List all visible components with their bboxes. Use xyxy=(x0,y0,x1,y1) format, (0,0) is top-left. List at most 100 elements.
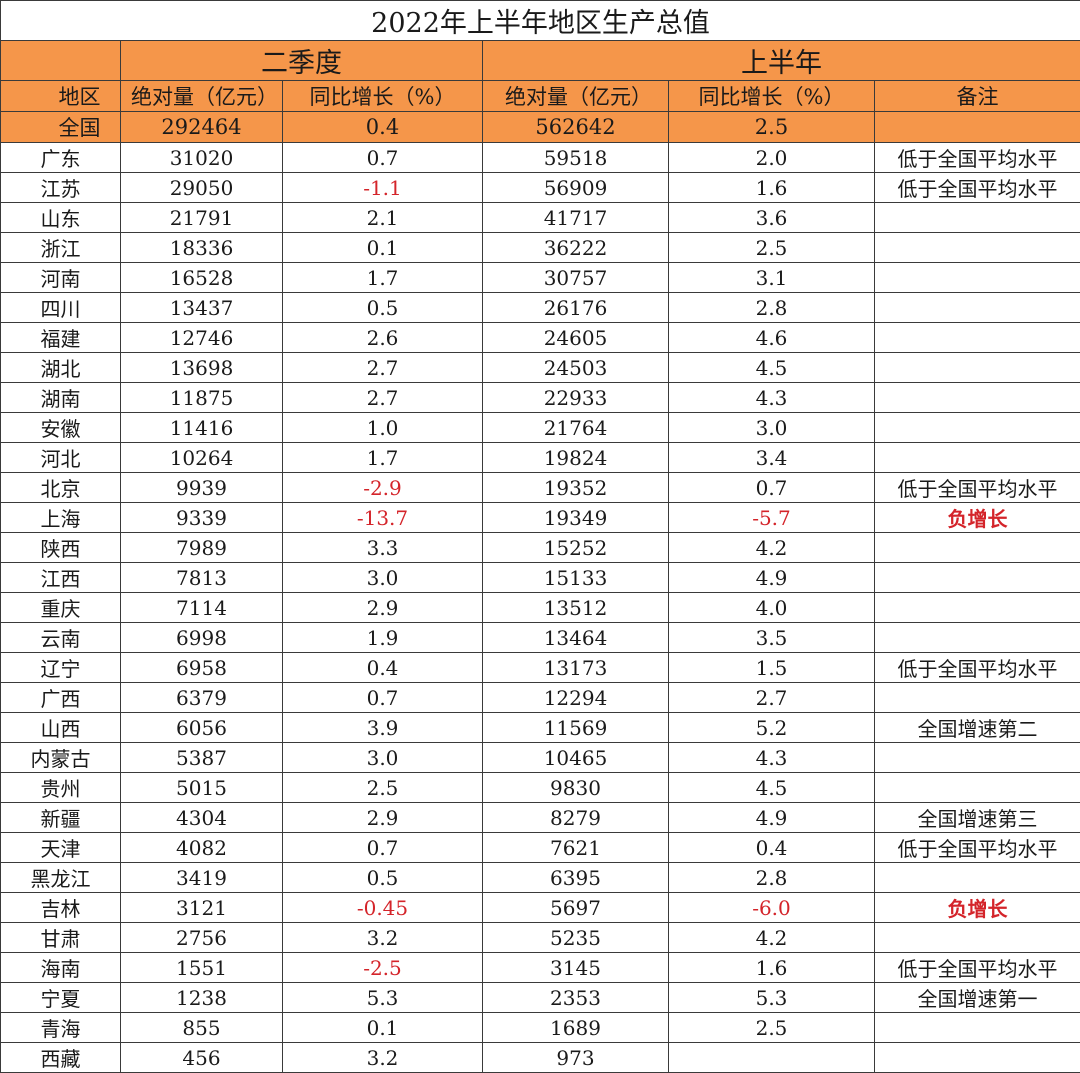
h1-abs-cell: 13512 xyxy=(483,593,669,623)
q2-growth-cell: 2.7 xyxy=(283,353,483,383)
q2-abs-cell: 5015 xyxy=(121,773,283,803)
region-cell: 内蒙古 xyxy=(1,743,121,773)
q2-abs-cell: 6379 xyxy=(121,683,283,713)
region-cell: 四川 xyxy=(1,293,121,323)
national-h1-abs: 562642 xyxy=(483,112,669,143)
note-cell: 负增长 xyxy=(875,503,1080,533)
h1-abs-cell: 7621 xyxy=(483,833,669,863)
q2-abs-cell: 7813 xyxy=(121,563,283,593)
h1-growth-cell: 1.6 xyxy=(669,173,875,203)
region-cell: 陕西 xyxy=(1,533,121,563)
col-header-note: 备注 xyxy=(875,81,1080,112)
h1-growth-cell: 4.5 xyxy=(669,773,875,803)
q2-growth-cell: 5.3 xyxy=(283,983,483,1013)
q2-growth-cell: 0.4 xyxy=(283,653,483,683)
q2-abs-cell: 31020 xyxy=(121,143,283,173)
title-row: 2022年上半年地区生产总值 xyxy=(1,1,1080,41)
note-cell xyxy=(875,533,1080,563)
column-header-row: 地区 绝对量（亿元） 同比增长（%） 绝对量（亿元） 同比增长（%） 备注 xyxy=(1,81,1080,112)
region-cell: 青海 xyxy=(1,1013,121,1043)
h1-growth-cell: 3.4 xyxy=(669,443,875,473)
h1-abs-cell: 8279 xyxy=(483,803,669,833)
q2-abs-cell: 10264 xyxy=(121,443,283,473)
region-cell: 北京 xyxy=(1,473,121,503)
h1-abs-cell: 5235 xyxy=(483,923,669,953)
note-cell xyxy=(875,443,1080,473)
note-cell: 低于全国平均水平 xyxy=(875,173,1080,203)
note-cell xyxy=(875,413,1080,443)
q2-abs-cell: 2756 xyxy=(121,923,283,953)
q2-growth-cell: 2.1 xyxy=(283,203,483,233)
q2-abs-cell: 855 xyxy=(121,1013,283,1043)
h1-abs-cell: 19352 xyxy=(483,473,669,503)
note-cell xyxy=(875,353,1080,383)
region-cell: 江西 xyxy=(1,563,121,593)
region-cell: 海南 xyxy=(1,953,121,983)
h1-growth-cell: 3.5 xyxy=(669,623,875,653)
q2-abs-cell: 456 xyxy=(121,1043,283,1073)
q2-growth-cell: 3.3 xyxy=(283,533,483,563)
h1-growth-cell: 4.9 xyxy=(669,563,875,593)
q2-abs-cell: 7114 xyxy=(121,593,283,623)
h1-abs-cell: 30757 xyxy=(483,263,669,293)
col-header-h1-abs: 绝对量（亿元） xyxy=(483,81,669,112)
h1-growth-cell: 0.4 xyxy=(669,833,875,863)
h1-abs-cell: 5697 xyxy=(483,893,669,923)
h1-growth-cell: 5.3 xyxy=(669,983,875,1013)
h1-growth-cell: 0.7 xyxy=(669,473,875,503)
q2-growth-cell: 3.9 xyxy=(283,713,483,743)
q2-abs-cell: 12746 xyxy=(121,323,283,353)
h1-abs-cell: 2353 xyxy=(483,983,669,1013)
h1-abs-cell: 11569 xyxy=(483,713,669,743)
q2-growth-cell: 0.5 xyxy=(283,863,483,893)
h1-growth-cell: 3.1 xyxy=(669,263,875,293)
note-cell xyxy=(875,683,1080,713)
note-cell: 低于全国平均水平 xyxy=(875,833,1080,863)
h1-growth-cell: 2.5 xyxy=(669,233,875,263)
q2-growth-cell: -13.7 xyxy=(283,503,483,533)
note-cell: 低于全国平均水平 xyxy=(875,143,1080,173)
h1-abs-cell: 10465 xyxy=(483,743,669,773)
national-q2-abs: 292464 xyxy=(121,112,283,143)
h1-abs-cell: 24605 xyxy=(483,323,669,353)
note-cell xyxy=(875,203,1080,233)
region-cell: 河北 xyxy=(1,443,121,473)
q2-growth-cell: 0.1 xyxy=(283,1013,483,1043)
h1-growth-cell: 2.0 xyxy=(669,143,875,173)
q2-growth-cell: -1.1 xyxy=(283,173,483,203)
h1-abs-cell: 1689 xyxy=(483,1013,669,1043)
region-cell: 江苏 xyxy=(1,173,121,203)
h1-abs-cell: 13173 xyxy=(483,653,669,683)
region-cell: 山西 xyxy=(1,713,121,743)
region-cell: 辽宁 xyxy=(1,653,121,683)
q2-abs-cell: 6056 xyxy=(121,713,283,743)
h1-abs-cell: 41717 xyxy=(483,203,669,233)
group-header-q2: 二季度 xyxy=(121,41,483,81)
q2-growth-cell: 0.7 xyxy=(283,683,483,713)
note-cell xyxy=(875,863,1080,893)
region-cell: 福建 xyxy=(1,323,121,353)
note-cell xyxy=(875,383,1080,413)
note-cell: 低于全国平均水平 xyxy=(875,653,1080,683)
h1-abs-cell: 24503 xyxy=(483,353,669,383)
note-cell: 全国增速第一 xyxy=(875,983,1080,1013)
q2-abs-cell: 4304 xyxy=(121,803,283,833)
q2-growth-cell: 1.9 xyxy=(283,623,483,653)
h1-abs-cell: 36222 xyxy=(483,233,669,263)
h1-abs-cell: 3145 xyxy=(483,953,669,983)
q2-growth-cell: 1.7 xyxy=(283,443,483,473)
note-cell: 低于全国平均水平 xyxy=(875,953,1080,983)
h1-abs-cell: 19349 xyxy=(483,503,669,533)
group-header-blank xyxy=(1,41,121,81)
region-cell: 重庆 xyxy=(1,593,121,623)
